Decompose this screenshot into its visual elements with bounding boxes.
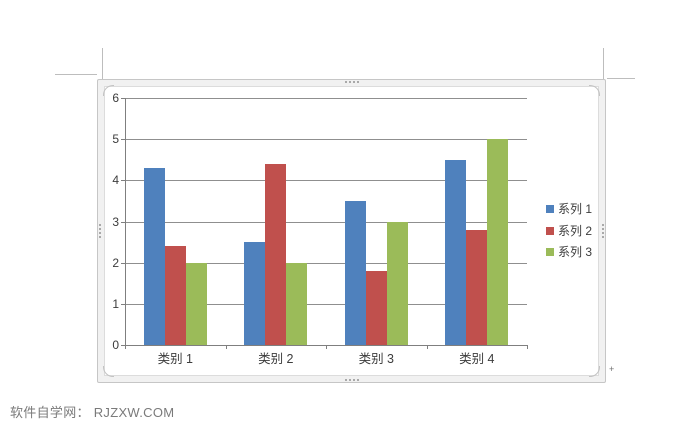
guide-line-top-left-horizontal bbox=[55, 74, 97, 75]
y-axis-tick-mark bbox=[121, 180, 125, 182]
bar-系列 3-类别 2[interactable] bbox=[286, 262, 308, 345]
resize-handle-bottom[interactable] bbox=[344, 379, 359, 381]
selection-artifact: + bbox=[609, 364, 615, 374]
bar-系列 3-类别 4[interactable] bbox=[487, 139, 509, 345]
bar-系列 2-类别 3[interactable] bbox=[365, 270, 387, 345]
y-axis-tick-label[interactable]: 4 bbox=[112, 173, 119, 188]
y-axis-tick-mark bbox=[121, 221, 125, 223]
y-axis-line bbox=[125, 98, 126, 345]
bar-系列 1-类别 4[interactable] bbox=[445, 159, 467, 346]
resize-handle-left[interactable] bbox=[99, 224, 101, 238]
legend-entry[interactable]: 系列 1 bbox=[546, 202, 592, 216]
y-axis-tick-label[interactable]: 1 bbox=[112, 296, 119, 311]
bar-系列 1-类别 3[interactable] bbox=[344, 200, 366, 345]
resize-handle-top[interactable] bbox=[344, 81, 359, 83]
x-axis-category-label[interactable]: 类别 1 bbox=[157, 352, 194, 366]
legend-entry-label: 系列 2 bbox=[558, 223, 593, 238]
gridline bbox=[125, 139, 527, 141]
y-axis-tick-label[interactable]: 5 bbox=[112, 132, 119, 147]
y-axis-tick-mark bbox=[121, 345, 125, 346]
gridline bbox=[125, 262, 527, 264]
y-axis-tick-label[interactable]: 2 bbox=[112, 255, 119, 270]
frame-corner-top-left[interactable] bbox=[103, 85, 114, 96]
bar-系列 1-类别 1[interactable] bbox=[143, 168, 165, 345]
x-axis-tick-mark bbox=[326, 345, 327, 349]
legend-swatch bbox=[546, 205, 554, 213]
gridline bbox=[125, 98, 527, 99]
x-axis-tick-mark bbox=[426, 345, 428, 349]
y-axis-tick-label[interactable]: 6 bbox=[112, 91, 119, 105]
y-axis-tick-label[interactable]: 0 bbox=[112, 338, 119, 352]
guide-line-top-right-horizontal bbox=[607, 78, 635, 79]
y-axis-tick-mark bbox=[121, 98, 125, 99]
legend-entry-label: 系列 1 bbox=[558, 202, 593, 216]
y-axis-tick-mark bbox=[121, 303, 125, 305]
x-axis-tick-mark bbox=[225, 345, 227, 349]
bar-系列 3-类别 3[interactable] bbox=[386, 221, 408, 345]
guide-line-top-left-vertical bbox=[102, 48, 103, 79]
bar-系列 2-类别 1[interactable] bbox=[164, 246, 186, 345]
x-axis-tick-mark bbox=[527, 345, 528, 349]
legend-swatch bbox=[546, 226, 554, 235]
legend-entry[interactable]: 系列 2 bbox=[546, 224, 592, 238]
bar-系列 3-类别 1[interactable] bbox=[185, 262, 207, 345]
gridline bbox=[125, 221, 527, 223]
legend-entry[interactable]: 系列 3 bbox=[546, 245, 592, 259]
resize-handle-right[interactable] bbox=[602, 224, 604, 238]
x-axis-tick-mark bbox=[125, 345, 126, 349]
x-axis-category-label[interactable]: 类别 2 bbox=[258, 352, 294, 366]
bar-系列 2-类别 2[interactable] bbox=[265, 163, 287, 345]
bar-系列 2-类别 4[interactable] bbox=[466, 229, 488, 345]
watermark: 软件自学网： RJZXW.COM bbox=[10, 402, 174, 421]
y-axis-tick-mark bbox=[121, 139, 125, 141]
watermark-text: 软件自学网： RJZXW.COM bbox=[10, 405, 175, 420]
y-axis-tick-mark bbox=[121, 262, 125, 264]
x-axis-category-label[interactable]: 类别 4 bbox=[459, 352, 495, 366]
y-axis-tick-label[interactable]: 3 bbox=[112, 214, 119, 229]
gridline bbox=[125, 180, 527, 182]
guide-line-top-right-vertical bbox=[603, 48, 604, 79]
gridline bbox=[125, 303, 527, 305]
x-axis-category-label[interactable]: 类别 3 bbox=[358, 352, 395, 366]
legend-entry-label: 系列 3 bbox=[558, 245, 593, 259]
legend-swatch bbox=[546, 248, 554, 256]
bar-系列 1-类别 2[interactable] bbox=[244, 242, 266, 345]
